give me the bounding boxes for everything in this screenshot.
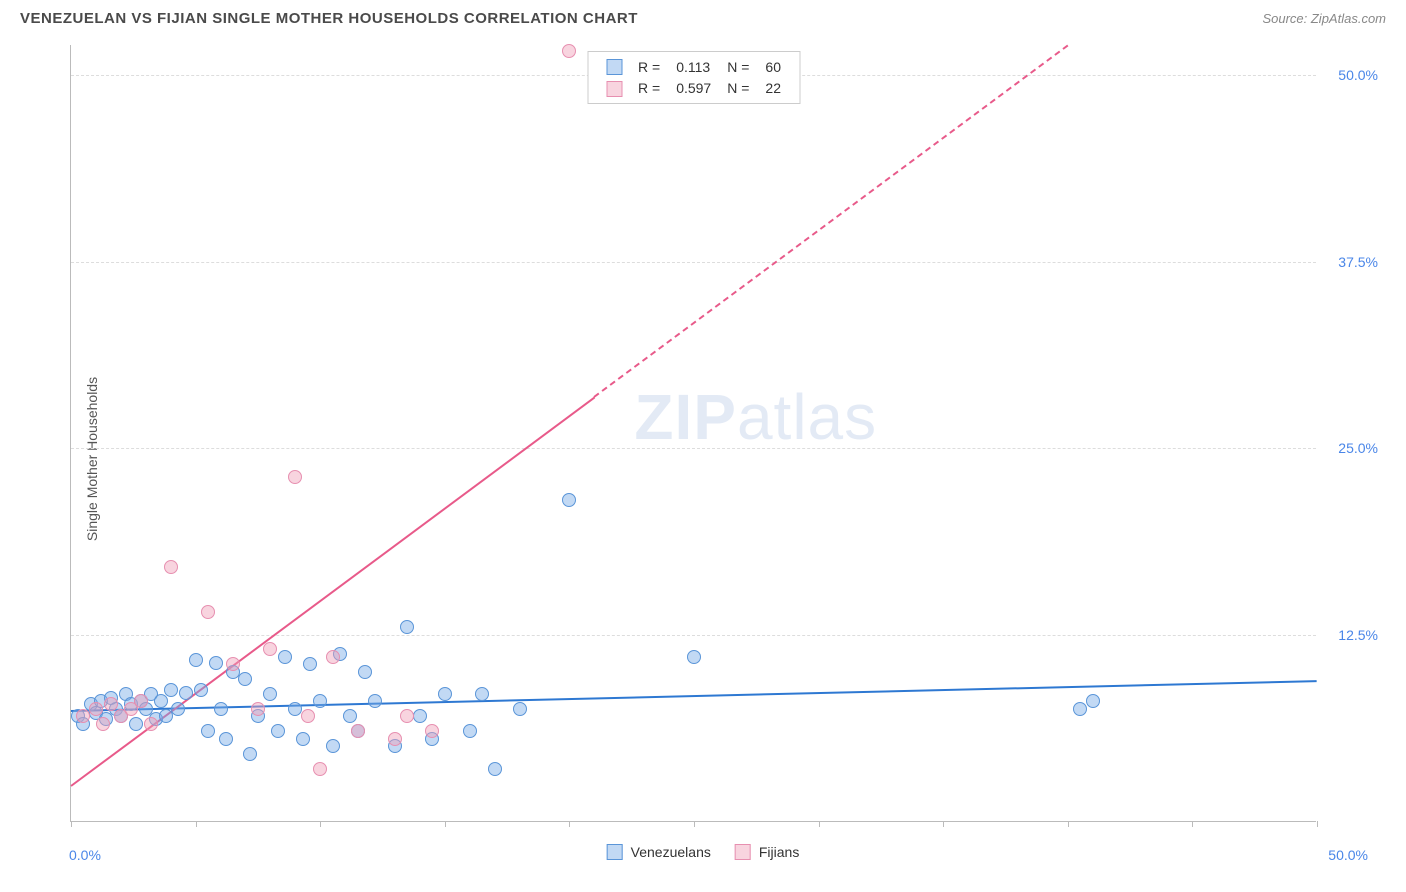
chart-title: VENEZUELAN VS FIJIAN SINGLE MOTHER HOUSE…	[20, 10, 638, 27]
y-tick-label: 50.0%	[1338, 67, 1378, 83]
data-point	[358, 665, 372, 679]
data-point	[313, 762, 327, 776]
data-point	[251, 702, 265, 716]
data-point	[263, 642, 277, 656]
data-point	[164, 683, 178, 697]
data-point	[388, 732, 402, 746]
watermark: ZIPatlas	[634, 380, 877, 454]
data-point	[313, 694, 327, 708]
data-point	[159, 709, 173, 723]
data-point	[326, 650, 340, 664]
x-tick	[1068, 821, 1069, 827]
data-point	[425, 724, 439, 738]
legend-item: Fijians	[735, 844, 799, 860]
data-point	[301, 709, 315, 723]
x-tick	[1317, 821, 1318, 827]
data-point	[1086, 694, 1100, 708]
data-point	[144, 717, 158, 731]
data-point	[413, 709, 427, 723]
data-point	[134, 694, 148, 708]
data-point	[129, 717, 143, 731]
data-point	[76, 709, 90, 723]
data-point	[296, 732, 310, 746]
x-tick	[694, 821, 695, 827]
data-point	[89, 702, 103, 716]
data-point	[263, 687, 277, 701]
source-label: Source: ZipAtlas.com	[1262, 11, 1386, 26]
x-max-label: 50.0%	[1328, 847, 1368, 863]
data-point	[209, 656, 223, 670]
data-point	[96, 717, 110, 731]
x-min-label: 0.0%	[69, 847, 101, 863]
data-point	[351, 724, 365, 738]
data-point	[288, 470, 302, 484]
data-point	[326, 739, 340, 753]
data-point	[194, 683, 208, 697]
data-point	[1073, 702, 1087, 716]
data-point	[400, 709, 414, 723]
data-point	[154, 694, 168, 708]
plot-area: ZIPatlas R =0.113N =60R =0.597N =22 12.5…	[70, 45, 1316, 822]
x-tick	[1192, 821, 1193, 827]
data-point	[226, 657, 240, 671]
data-point	[303, 657, 317, 671]
data-point	[488, 762, 502, 776]
data-point	[271, 724, 285, 738]
data-point	[201, 605, 215, 619]
data-point	[189, 653, 203, 667]
data-point	[438, 687, 452, 701]
data-point	[238, 672, 252, 686]
gridline	[71, 635, 1316, 636]
data-point	[343, 709, 357, 723]
x-tick	[569, 821, 570, 827]
data-point	[171, 702, 185, 716]
data-point	[463, 724, 477, 738]
data-point	[278, 650, 292, 664]
data-point	[201, 724, 215, 738]
x-tick	[819, 821, 820, 827]
data-point	[104, 697, 118, 711]
x-tick	[71, 821, 72, 827]
legend-item: Venezuelans	[607, 844, 711, 860]
data-point	[214, 702, 228, 716]
data-point	[513, 702, 527, 716]
x-tick	[943, 821, 944, 827]
legend-stats: R =0.113N =60R =0.597N =22	[587, 51, 800, 104]
x-tick	[320, 821, 321, 827]
x-tick	[445, 821, 446, 827]
y-tick-label: 12.5%	[1338, 627, 1378, 643]
y-tick-label: 25.0%	[1338, 440, 1378, 456]
data-point	[475, 687, 489, 701]
data-point	[400, 620, 414, 634]
gridline	[71, 262, 1316, 263]
data-point	[562, 44, 576, 58]
data-point	[219, 732, 233, 746]
y-tick-label: 37.5%	[1338, 254, 1378, 270]
x-tick	[196, 821, 197, 827]
chart-container: Single Mother Households ZIPatlas R =0.1…	[20, 45, 1386, 872]
legend-series: Venezuelans Fijians	[607, 844, 800, 860]
data-point	[164, 560, 178, 574]
data-point	[368, 694, 382, 708]
data-point	[687, 650, 701, 664]
gridline	[71, 448, 1316, 449]
data-point	[243, 747, 257, 761]
data-point	[562, 493, 576, 507]
data-point	[179, 686, 193, 700]
